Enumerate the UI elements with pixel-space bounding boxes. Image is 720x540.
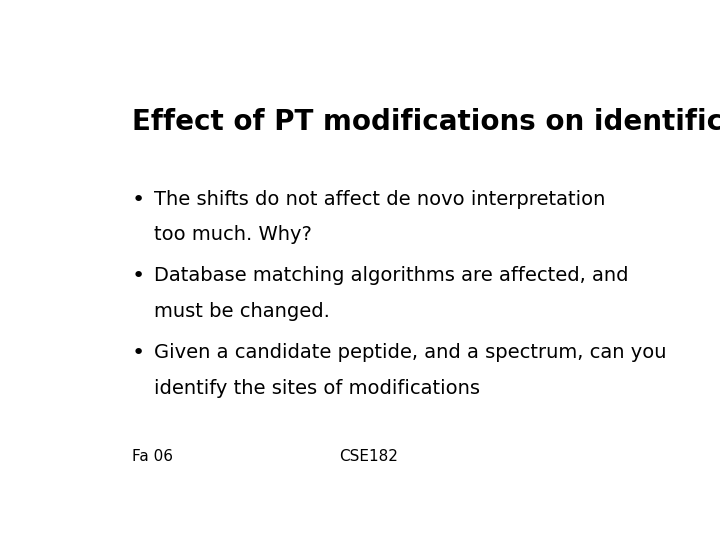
Text: •: • <box>132 343 145 363</box>
Text: Fa 06: Fa 06 <box>132 449 173 464</box>
Text: •: • <box>132 266 145 286</box>
Text: identify the sites of modifications: identify the sites of modifications <box>154 379 480 398</box>
Text: too much. Why?: too much. Why? <box>154 225 312 244</box>
Text: CSE182: CSE182 <box>340 449 398 464</box>
Text: must be changed.: must be changed. <box>154 302 330 321</box>
Text: •: • <box>132 190 145 210</box>
Text: Database matching algorithms are affected, and: Database matching algorithms are affecte… <box>154 266 629 286</box>
Text: Given a candidate peptide, and a spectrum, can you: Given a candidate peptide, and a spectru… <box>154 343 667 362</box>
Text: The shifts do not affect de novo interpretation: The shifts do not affect de novo interpr… <box>154 190 606 208</box>
Text: Effect of PT modifications on identification: Effect of PT modifications on identifica… <box>132 109 720 137</box>
